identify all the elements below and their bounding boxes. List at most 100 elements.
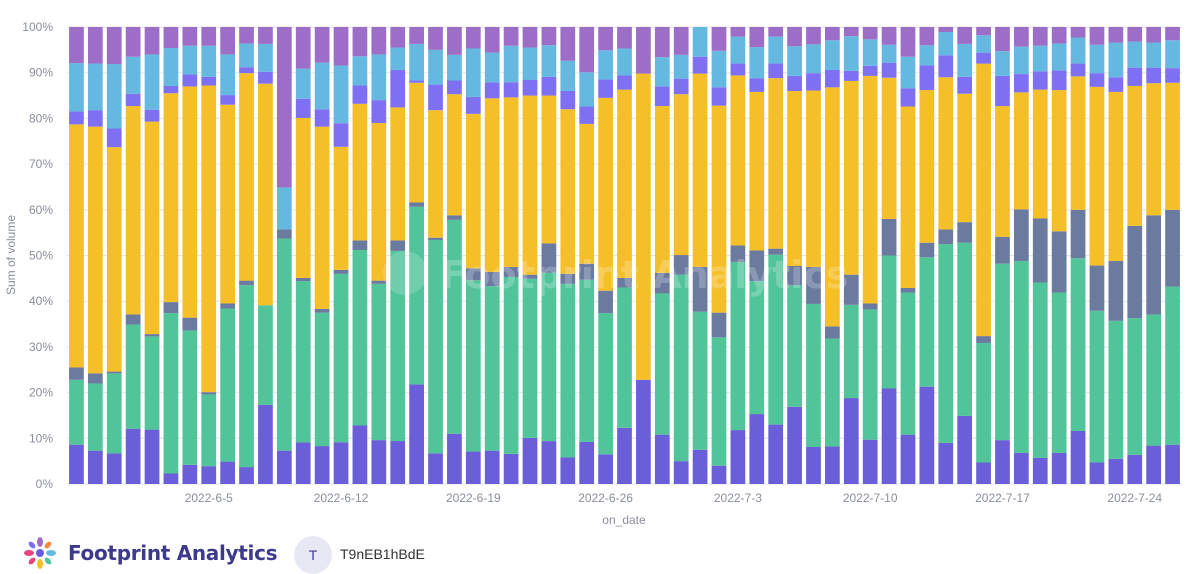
bar-segment-5[interactable] <box>598 79 613 98</box>
bar-segment-3[interactable] <box>239 280 254 286</box>
bar-segment-6[interactable] <box>560 60 576 91</box>
bar-segment-1[interactable] <box>333 442 349 484</box>
bar-segment-4[interactable] <box>654 106 670 273</box>
bar-segment-4[interactable] <box>239 73 254 281</box>
bar-segment-3[interactable] <box>598 290 613 314</box>
avatar[interactable]: T <box>294 536 332 574</box>
bar-segment-3[interactable] <box>749 250 765 282</box>
bar-segment-7[interactable] <box>295 27 311 69</box>
bar-segment-3[interactable] <box>69 367 84 380</box>
bar-segment-5[interactable] <box>390 69 406 108</box>
bar-segment-7[interactable] <box>1127 27 1143 42</box>
bar-segment-6[interactable] <box>787 46 802 76</box>
bar-segment-7[interactable] <box>881 27 897 45</box>
bar-segment-3[interactable] <box>390 240 406 251</box>
bar-segment-1[interactable] <box>447 433 462 484</box>
bar-segment-2[interactable] <box>447 219 462 434</box>
bar-segment-6[interactable] <box>995 51 1010 76</box>
bar-segment-1[interactable] <box>560 457 576 484</box>
bar-segment-1[interactable] <box>1108 458 1124 484</box>
bar-segment-5[interactable] <box>881 62 897 78</box>
bar-segment-1[interactable] <box>900 434 916 484</box>
bar-stack[interactable] <box>182 27 198 484</box>
bar-segment-5[interactable] <box>409 80 424 83</box>
bar-segment-5[interactable] <box>957 76 973 94</box>
bar-segment-3[interactable] <box>125 314 141 325</box>
bar-segment-6[interactable] <box>1032 45 1048 72</box>
bar-segment-6[interactable] <box>409 43 424 81</box>
bar-segment-6[interactable] <box>106 64 122 129</box>
bar-segment-7[interactable] <box>768 27 784 37</box>
bar-segment-2[interactable] <box>1013 260 1029 453</box>
bar-segment-5[interactable] <box>711 87 727 106</box>
bar-segment-1[interactable] <box>692 449 708 484</box>
bar-segment-1[interactable] <box>201 466 217 484</box>
bar-segment-2[interactable] <box>579 279 595 442</box>
bar-stack[interactable] <box>1127 27 1143 484</box>
bar-segment-2[interactable] <box>484 286 500 451</box>
bar-segment-7[interactable] <box>465 27 481 49</box>
bar-segment-7[interactable] <box>560 27 576 61</box>
bar-segment-7[interactable] <box>409 27 424 44</box>
bar-segment-1[interactable] <box>87 450 103 484</box>
bar-segment-1[interactable] <box>919 386 935 484</box>
bar-segment-6[interactable] <box>919 45 935 66</box>
bar-segment-1[interactable] <box>938 442 954 484</box>
bar-stack[interactable] <box>711 27 727 484</box>
bar-stack[interactable] <box>333 27 349 484</box>
bar-segment-2[interactable] <box>295 281 311 443</box>
bar-segment-3[interactable] <box>428 237 443 240</box>
bar-segment-4[interactable] <box>371 122 387 281</box>
bar-segment-4[interactable] <box>881 77 897 219</box>
bar-segment-3[interactable] <box>843 274 859 305</box>
bar-segment-2[interactable] <box>1127 318 1143 455</box>
bar-segment-6[interactable] <box>503 45 519 83</box>
bar-segment-1[interactable] <box>957 415 973 484</box>
bar-segment-5[interactable] <box>465 96 481 114</box>
bar-segment-4[interactable] <box>1032 89 1048 219</box>
bar-segment-6[interactable] <box>768 36 784 64</box>
bar-segment-6[interactable] <box>862 39 878 66</box>
bar-segment-6[interactable] <box>201 45 217 77</box>
bar-stack[interactable] <box>484 27 500 484</box>
bar-segment-4[interactable] <box>1127 85 1143 226</box>
bar-segment-7[interactable] <box>144 27 160 55</box>
bar-segment-4[interactable] <box>125 106 141 315</box>
bar-segment-1[interactable] <box>1051 452 1067 484</box>
bar-segment-4[interactable] <box>163 93 179 303</box>
bar-stack[interactable] <box>654 27 670 484</box>
bar-segment-2[interactable] <box>258 305 273 405</box>
bar-segment-7[interactable] <box>1013 27 1029 47</box>
bar-segment-4[interactable] <box>503 97 519 267</box>
bar-segment-3[interactable] <box>825 326 840 339</box>
bar-stack[interactable] <box>1070 27 1086 484</box>
bar-segment-7[interactable] <box>1108 27 1124 43</box>
bar-segment-5[interactable] <box>503 82 519 98</box>
bar-segment-2[interactable] <box>598 313 613 455</box>
bar-segment-5[interactable] <box>87 110 103 127</box>
bar-segment-1[interactable] <box>1032 457 1048 484</box>
bar-stack[interactable] <box>749 27 765 484</box>
bar-segment-7[interactable] <box>636 27 651 74</box>
bar-segment-2[interactable] <box>711 337 727 466</box>
bar-segment-3[interactable] <box>768 248 784 255</box>
bar-segment-1[interactable] <box>258 404 273 484</box>
bar-segment-3[interactable] <box>106 371 122 374</box>
bar-segment-4[interactable] <box>428 110 443 238</box>
bar-segment-3[interactable] <box>692 266 708 312</box>
bar-segment-2[interactable] <box>503 276 519 454</box>
bar-segment-6[interactable] <box>87 63 103 111</box>
bar-segment-4[interactable] <box>579 123 595 264</box>
bar-stack[interactable] <box>125 27 141 484</box>
bar-segment-7[interactable] <box>258 27 273 44</box>
bar-segment-2[interactable] <box>1032 282 1048 458</box>
bar-segment-7[interactable] <box>749 27 765 48</box>
bar-segment-1[interactable] <box>239 467 254 484</box>
bar-segment-5[interactable] <box>1013 74 1029 93</box>
bar-segment-5[interactable] <box>1108 77 1124 92</box>
bar-segment-5[interactable] <box>1127 67 1143 86</box>
bar-segment-5[interactable] <box>1165 68 1180 83</box>
bar-segment-7[interactable] <box>201 27 217 46</box>
bar-segment-4[interactable] <box>843 80 859 275</box>
bar-segment-7[interactable] <box>1089 27 1105 45</box>
